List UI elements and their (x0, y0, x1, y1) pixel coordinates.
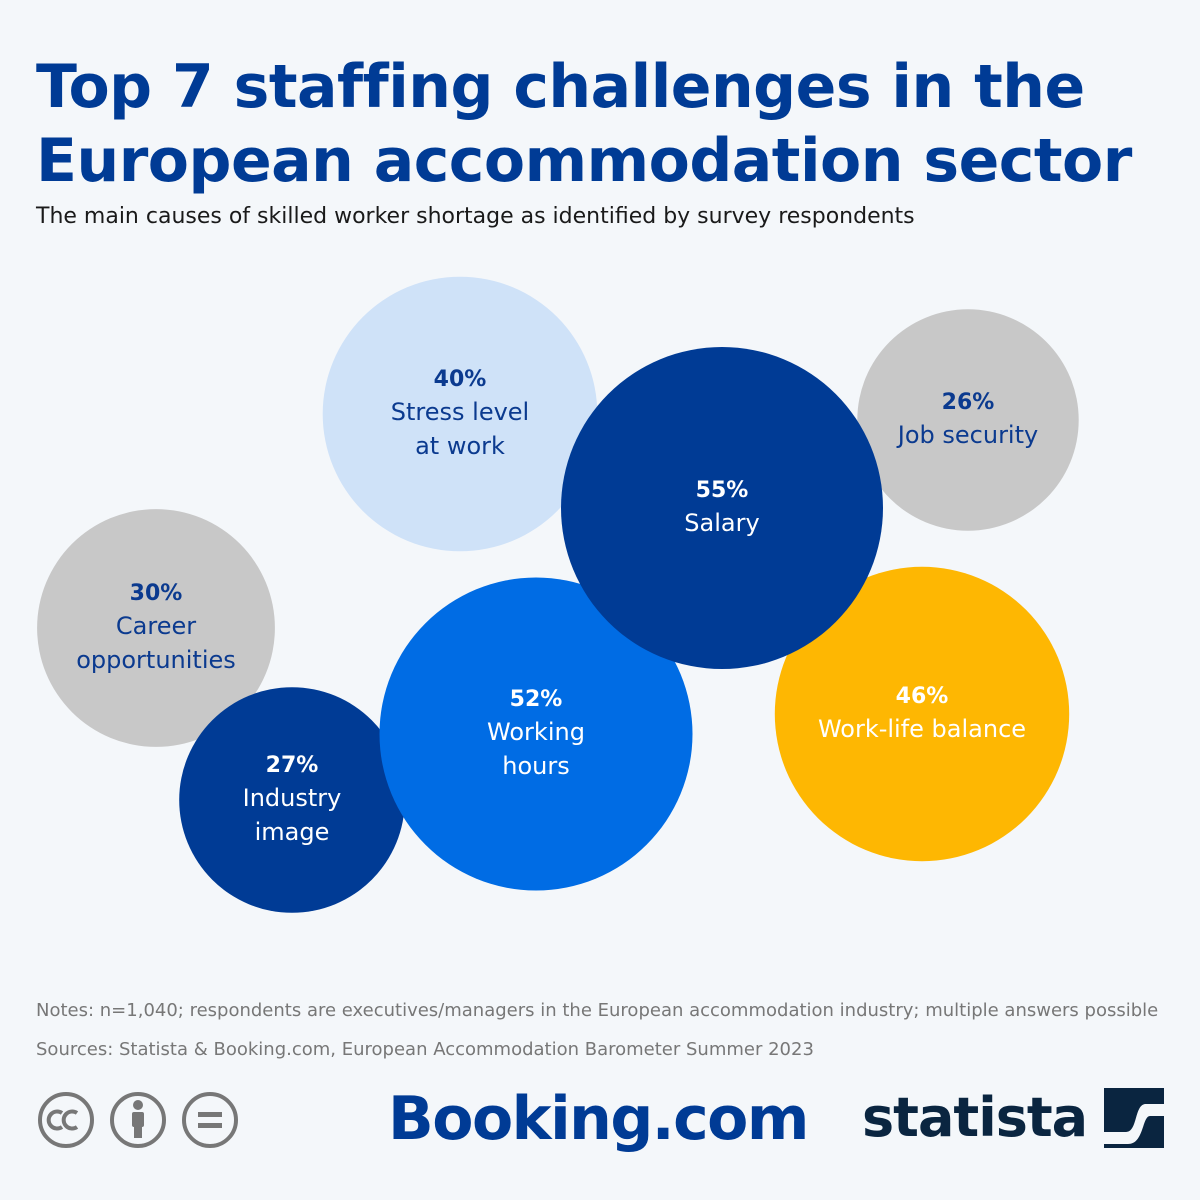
statista-logo-icon (1104, 1088, 1164, 1148)
statista-logo-text: statista (862, 1086, 1088, 1149)
bubble-circle (561, 347, 883, 669)
bubble-label: Career (116, 612, 196, 640)
bubble-job-security: 26% Job security (857, 309, 1079, 531)
chart-subtitle: The main causes of skilled worker shorta… (36, 204, 915, 229)
bubble-circle (37, 509, 275, 747)
bubble-label: Industry (243, 784, 342, 812)
bubble-salary: 55% Salary (561, 347, 883, 669)
bubble-circle (379, 577, 693, 891)
bubble-circle (322, 276, 598, 552)
bubble-label: Job security (896, 421, 1038, 449)
bubble-label: Work-life balance (818, 715, 1026, 743)
bubble-circle (179, 687, 405, 913)
no-derivatives-icon (182, 1092, 238, 1148)
bubble-value: 55% (696, 478, 749, 503)
bubble-career-opportunities: 30% Career opportunities (37, 509, 275, 747)
bubble-value: 30% (130, 581, 183, 606)
chart-sources: Sources: Statista & Booking.com, Europea… (36, 1039, 814, 1060)
attribution-icon (110, 1092, 166, 1148)
booking-logo: Booking.com (388, 1084, 809, 1154)
chart-notes: Notes: n=1,040; respondents are executiv… (36, 1000, 1159, 1021)
bubble-value: 40% (434, 367, 487, 392)
bubble-label: Salary (684, 509, 759, 537)
bubble-industry-image: 27% Industry image (179, 687, 405, 913)
bubble-value: 52% (510, 687, 563, 712)
chart-title: Top 7 staffing challenges in the Europea… (36, 52, 1132, 196)
bubble-label: image (255, 818, 330, 846)
bubble-label: hours (502, 752, 569, 780)
bubble-work-life-balance: 46% Work-life balance (774, 566, 1070, 862)
bubble-label: Working (487, 718, 585, 746)
bubble-stress-level-at-work: 40% Stress level at work (322, 276, 598, 552)
bubble-circle (774, 566, 1070, 862)
cc-icon (38, 1092, 94, 1148)
bubble-label: Stress level (391, 398, 529, 426)
bubble-value: 46% (896, 684, 949, 709)
bubble-label: at work (415, 432, 505, 460)
bubble-working-hours: 52% Working hours (379, 577, 693, 891)
bubble-value: 27% (266, 753, 319, 778)
bubble-label: opportunities (76, 646, 236, 674)
bubble-value: 26% (942, 390, 995, 415)
bubble-circle (857, 309, 1079, 531)
